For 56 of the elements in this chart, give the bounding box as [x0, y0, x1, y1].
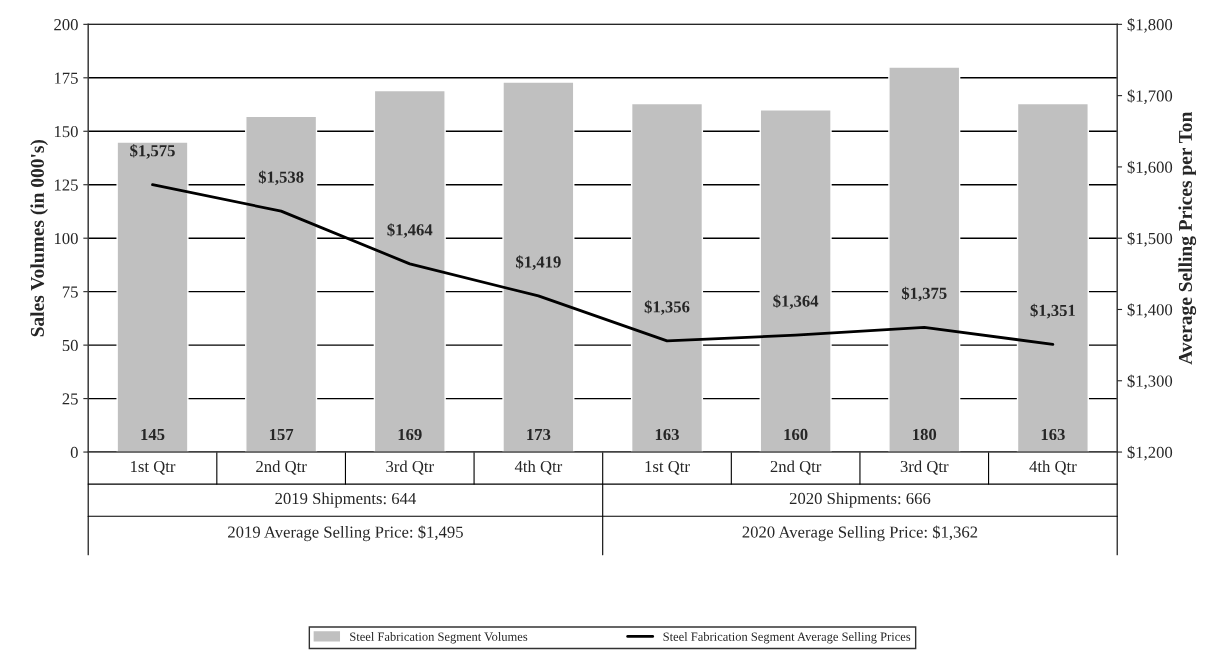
y-tick-label: 25: [62, 393, 78, 405]
y-tick-label: 125: [54, 179, 78, 191]
data-label: 180: [913, 428, 937, 441]
x-tick-label: 2nd Qtr: [256, 460, 307, 475]
data-label: 160: [784, 428, 808, 441]
x-tick-label: 3rd Qtr: [900, 460, 949, 475]
data-label: 173: [527, 428, 551, 441]
x-tick-label: 1st Qtr: [645, 460, 690, 475]
data-label: 145: [141, 428, 165, 441]
y-axis-title: Sales Volumes (in 000's): [30, 139, 48, 337]
y-tick-label: 100: [54, 232, 78, 245]
y-tick-label: 0: [70, 446, 78, 458]
y2-tick-label: $1,600: [1127, 160, 1173, 176]
y-tick-label: 200: [54, 19, 78, 31]
y-tick-label: 150: [54, 125, 78, 138]
x-tick-label: 4th Qtr: [514, 460, 563, 475]
data-label: $1,375: [901, 286, 947, 302]
data-label: $1,538: [258, 170, 304, 186]
x-tick-label: 4th Qtr: [1029, 460, 1077, 475]
x-tick-label: 1st Qtr: [131, 460, 176, 475]
y2-axis-title: Average Selling Prices per Ton: [1178, 111, 1197, 365]
data-label: $1,364: [773, 294, 819, 310]
y2-tick-label: $1,500: [1127, 231, 1173, 247]
data-label: 163: [1041, 428, 1065, 441]
y2-tick-label: $1,400: [1127, 303, 1173, 318]
bar: [630, 102, 704, 453]
data-label: $1,351: [1030, 303, 1075, 319]
text: 2019 Average Selling Price: $1,495: [228, 525, 463, 542]
y2-tick-label: $1,800: [1127, 18, 1173, 33]
bar: [1016, 102, 1089, 453]
legend-label: Steel Fabrication Segment Volumes: [350, 632, 528, 644]
x-tick-label: 3rd Qtr: [386, 460, 434, 475]
y-tick-label: 75: [62, 286, 78, 298]
bar: [888, 66, 961, 453]
text: 2020 Average Selling Price: $1,362: [742, 525, 978, 542]
y2-tick-label: $1,200: [1127, 445, 1173, 461]
x-tick-label: 2nd Qtr: [770, 460, 822, 475]
data-label: 163: [655, 428, 679, 441]
data-label: $1,575: [130, 144, 175, 159]
bar: [116, 141, 189, 453]
y-tick-label: 50: [62, 339, 78, 352]
y2-tick-label: $1,300: [1127, 374, 1173, 390]
text: 2020 Shipments: 666: [789, 492, 931, 508]
data-label: 169: [398, 428, 422, 441]
legend-label: Steel Fabrication Segment Average Selling Prices: [663, 632, 911, 644]
data-label: $1,356: [644, 300, 690, 315]
y-tick-label: 175: [54, 72, 78, 84]
data-label: $1,419: [516, 255, 561, 270]
bar: [245, 115, 318, 453]
data-label: 157: [269, 428, 294, 441]
bar: [759, 109, 832, 453]
data-label: $1,464: [387, 223, 433, 238]
bar: [502, 81, 575, 453]
text: 2019 Shipments: 644: [275, 492, 417, 508]
y2-tick-label: $1,700: [1127, 89, 1173, 104]
bar: [373, 89, 446, 453]
